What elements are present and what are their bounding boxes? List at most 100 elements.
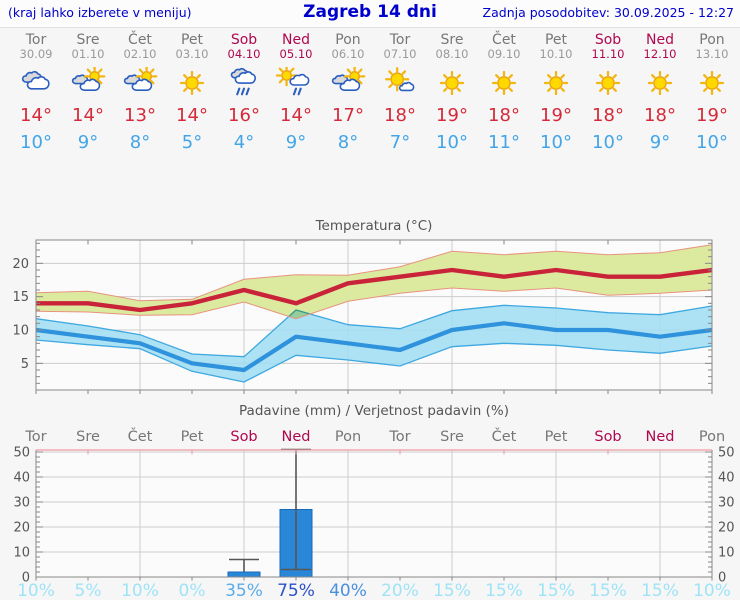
temp-min: 10° (436, 132, 468, 153)
day-name: Tor (25, 32, 47, 48)
day-date: 03.10 (175, 47, 209, 61)
day-date: 01.10 (71, 47, 105, 61)
precip-probability-label: 10% (693, 581, 731, 600)
location-menu-hint: (kraj lahko izberete v meniju) (8, 5, 192, 20)
precip-bar (227, 571, 261, 578)
sunny-icon (686, 67, 738, 103)
precip-probability-label: 0% (179, 581, 206, 600)
sunny-icon (634, 67, 686, 103)
temp-min: 10° (696, 132, 728, 153)
chart-day-label: Sre (76, 429, 100, 445)
y-axis-label: 10 (13, 546, 30, 561)
day-column: Pet 10.10 19° 10° (530, 32, 582, 154)
last-updated-label: Zadnja posodobitev: 30.09.2025 - 12:27 (482, 5, 734, 20)
day-name: Ned (646, 32, 674, 48)
day-date: 02.10 (123, 47, 157, 61)
precip-probability-label: 75% (277, 581, 315, 600)
y-axis-label: 10 (12, 324, 29, 339)
chart-day-label: Pet (181, 429, 204, 445)
y-axis-label: 40 (13, 471, 30, 486)
precip-probability-label: 10% (17, 581, 55, 600)
y-axis-label: 30 (718, 496, 735, 511)
temp-max: 19° (436, 105, 468, 126)
temp-max: 18° (592, 105, 624, 126)
precip-probability-label: 10% (121, 581, 159, 600)
chart-day-label: Pon (335, 429, 361, 445)
sunny-icon (478, 67, 530, 103)
precip-probability-label: 5% (75, 581, 102, 600)
day-name: Sre (76, 32, 100, 48)
y-axis-label: 30 (13, 496, 30, 511)
day-date: 07.10 (383, 47, 417, 61)
temp-max: 14° (20, 105, 52, 126)
sunny-icon (582, 67, 634, 103)
chart-day-label: Ned (282, 429, 311, 445)
min-temp-band (36, 305, 712, 382)
day-column: Čet 09.10 18° 11° (478, 32, 530, 154)
day-column: Ned 05.10 14° 9° (270, 32, 322, 154)
day-name: Pon (335, 32, 361, 48)
y-axis-label: 20 (12, 257, 29, 272)
day-name: Čet (128, 32, 152, 48)
chart-day-label: Čet (492, 427, 517, 445)
day-date: 04.10 (227, 47, 261, 61)
sun-rain-icon (270, 64, 322, 103)
chart-day-label: Pon (699, 429, 725, 445)
y-axis-label: 50 (13, 446, 30, 461)
chart-day-label: Sob (594, 429, 621, 445)
y-axis-label: 20 (13, 521, 30, 536)
temp-min: 9° (649, 132, 671, 153)
temp-min: 8° (337, 132, 359, 153)
chart-day-label: Sob (230, 429, 257, 445)
chart-day-label: Sre (440, 429, 464, 445)
day-date: 12.10 (643, 47, 677, 61)
day-column: Sre 08.10 19° 10° (426, 32, 478, 154)
temp-max: 18° (384, 105, 416, 126)
temp-max: 14° (176, 105, 208, 126)
day-column: Sob 11.10 18° 10° (582, 32, 634, 154)
precip-probability-label: 15% (433, 581, 471, 600)
temperature-series (36, 244, 712, 383)
day-date: 09.10 (487, 47, 521, 61)
y-axis-label: 20 (718, 521, 735, 536)
rain-icon (218, 67, 270, 103)
day-name: Pet (180, 32, 204, 48)
temp-min: 9° (77, 132, 99, 153)
temp-max: 18° (644, 105, 676, 126)
temp-min: 7° (389, 132, 411, 153)
partly-cloudy-icon (114, 65, 166, 103)
day-name: Sre (440, 32, 464, 48)
day-name: Sob (594, 32, 622, 48)
y-axis-label: 40 (718, 471, 735, 486)
chart-day-label: Ned (646, 429, 675, 445)
forecast-strip: Tor 30.09 14° 10° Sre 01.10 14° 9° Čet 02.10 13° 8°… (10, 32, 738, 154)
chart-day-label: Pet (545, 429, 568, 445)
min-temp-line (36, 321, 712, 373)
partly-cloudy-icon (322, 65, 374, 103)
y-axis-label: 0 (718, 571, 726, 586)
day-column: Sob 04.10 16° 4° (218, 32, 270, 154)
precip-probability-label: 15% (537, 581, 575, 600)
temp-min: 11° (488, 132, 520, 153)
day-name: Ned (282, 32, 310, 48)
day-date: 13.10 (695, 47, 729, 61)
day-column: Pet 03.10 14° 5° (166, 32, 218, 154)
day-date: 06.10 (331, 47, 365, 61)
precip-probability-label: 40% (329, 581, 367, 600)
day-name: Pet (544, 32, 568, 48)
temp-max: 19° (696, 105, 728, 126)
temp-min: 10° (540, 132, 572, 153)
day-date: 11.10 (591, 47, 625, 61)
y-axis-label: 15 (12, 290, 29, 305)
temp-max: 13° (124, 105, 156, 126)
sunny-icon (166, 67, 218, 103)
page-header: (kraj lahko izberete v meniju) Zagreb 14… (0, 0, 740, 28)
sunny-icon (426, 67, 478, 103)
temperature-chart: 5 10 15 20 Temperatura (°C) (12, 218, 713, 394)
mostly-sunny-icon (374, 67, 426, 103)
day-column: Pon 06.10 17° 8° (322, 32, 374, 154)
day-date: 30.09 (19, 47, 53, 61)
precip-probability-label: 15% (589, 581, 627, 600)
day-column: Ned 12.10 18° 9° (634, 32, 686, 154)
